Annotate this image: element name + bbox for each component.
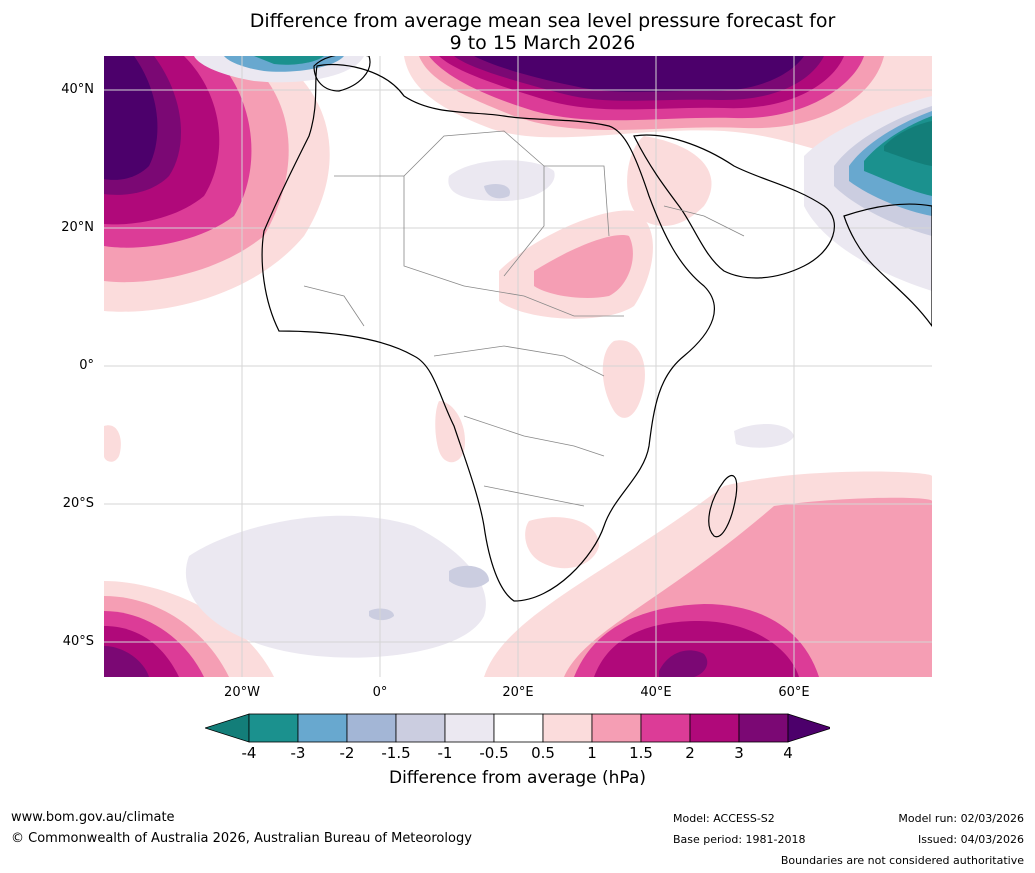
sahara-lavender [448, 160, 555, 201]
colorbar-tick-label: 1.5 [629, 744, 653, 762]
med-high-core [474, 56, 804, 92]
colorbar-bin [591, 713, 642, 743]
north-atlantic-low-core [254, 56, 324, 65]
sahara-pink-band [627, 136, 712, 226]
west-atlantic-pink [104, 425, 121, 462]
chart-title: Difference from average mean sea level p… [0, 10, 1035, 54]
title-line-2: 9 to 15 March 2026 [449, 32, 636, 54]
south-atlantic-low-mid [449, 565, 489, 588]
colorbar-tick-label: -0.5 [479, 744, 509, 762]
colorbar-bin [738, 713, 789, 743]
lon-label-20e: 20°E [502, 685, 534, 700]
border-4 [463, 285, 624, 317]
sw-atlantic-4 [104, 646, 149, 677]
colorbar-bin [248, 713, 299, 743]
colorbar-bin [542, 713, 593, 743]
india-coastline [843, 203, 932, 328]
footer-base-period: Base period: 1981-2018 [673, 833, 806, 846]
colorbar-arrow-low [205, 713, 250, 743]
border-7 [483, 485, 585, 507]
border-8 [303, 285, 365, 327]
footer-website[interactable]: www.bom.gov.au/climate [11, 810, 175, 825]
lat-label-40s: 40°S [62, 634, 94, 649]
colorbar-tick-label: -4 [241, 744, 257, 762]
colorbar-tick-label: -2 [339, 744, 355, 762]
colorbar-tick-label: -3 [290, 744, 306, 762]
arabian-low-core [884, 121, 932, 166]
colorbar-bin [395, 713, 446, 743]
south-africa-pink [525, 517, 599, 569]
atlantic-high-core [104, 56, 158, 180]
colorbar-bin [640, 713, 691, 743]
title-line-1: Difference from average mean sea level p… [249, 10, 836, 32]
colorbar-bin [689, 713, 740, 743]
positive-anomaly-fields [104, 56, 932, 677]
congo-pink [435, 401, 465, 463]
africa-coastline [261, 63, 715, 602]
footer-disclaimer: Boundaries are not considered authoritat… [780, 854, 1024, 867]
colorbar [205, 713, 830, 743]
country-borders [303, 130, 745, 507]
colorbar-tick-label: 0.5 [531, 744, 555, 762]
indian-high-3 [594, 621, 799, 677]
map-svg [104, 56, 932, 677]
sahara-blue-patch [484, 184, 510, 199]
indian-high-4 [659, 650, 708, 677]
lat-label-0: 0° [79, 358, 94, 373]
lon-label-40e: 40°E [640, 685, 672, 700]
lat-label-20s: 20°S [62, 496, 94, 511]
iberia-coastline [313, 56, 371, 92]
madagascar-coastline [708, 474, 738, 538]
colorbar-tick-label: 3 [734, 744, 744, 762]
border-9 [663, 205, 745, 237]
pressure-anomaly-map [104, 56, 932, 677]
coastlines [261, 56, 932, 602]
colorbar-tick-label: -1.5 [381, 744, 411, 762]
footer-model: Model: ACCESS-S2 [673, 812, 775, 825]
colorbar-bin [444, 713, 495, 743]
lat-label-20n: 20°N [61, 220, 94, 235]
colorbar-bin [346, 713, 397, 743]
footer-copyright: © Commonwealth of Australia 2026, Austra… [11, 831, 472, 846]
colorbar-title: Difference from average (hPa) [389, 768, 646, 788]
colorbar-tick-label: 4 [783, 744, 793, 762]
colorbar-bin [493, 713, 544, 743]
east-africa-pink [602, 340, 645, 418]
footer-issued: Issued: 04/03/2026 [917, 833, 1024, 846]
gridlines [104, 56, 932, 677]
colorbar-bin [297, 713, 348, 743]
sudan-pink-mid [534, 235, 633, 298]
lon-label-60e: 60°E [778, 685, 810, 700]
border-1 [334, 175, 465, 287]
arabia-coastline [633, 134, 835, 279]
colorbar-arrow-high [787, 713, 830, 743]
lon-label-0: 0° [372, 685, 388, 700]
colorbar-tick-label: -1 [437, 744, 453, 762]
border-3 [544, 165, 610, 237]
colorbar-tick-label: 2 [685, 744, 695, 762]
south-atlantic-low-small [369, 608, 394, 621]
border-5 [433, 345, 605, 377]
lat-label-40n: 40°N [61, 82, 94, 97]
lon-label-20w: 20°W [224, 685, 260, 700]
indian-lavender [734, 424, 794, 448]
footer-model-run: Model run: 02/03/2026 [898, 812, 1024, 825]
border-6 [463, 415, 605, 457]
border-2 [403, 130, 545, 277]
colorbar-tick-label: 1 [587, 744, 597, 762]
south-atlantic-low [185, 515, 486, 658]
